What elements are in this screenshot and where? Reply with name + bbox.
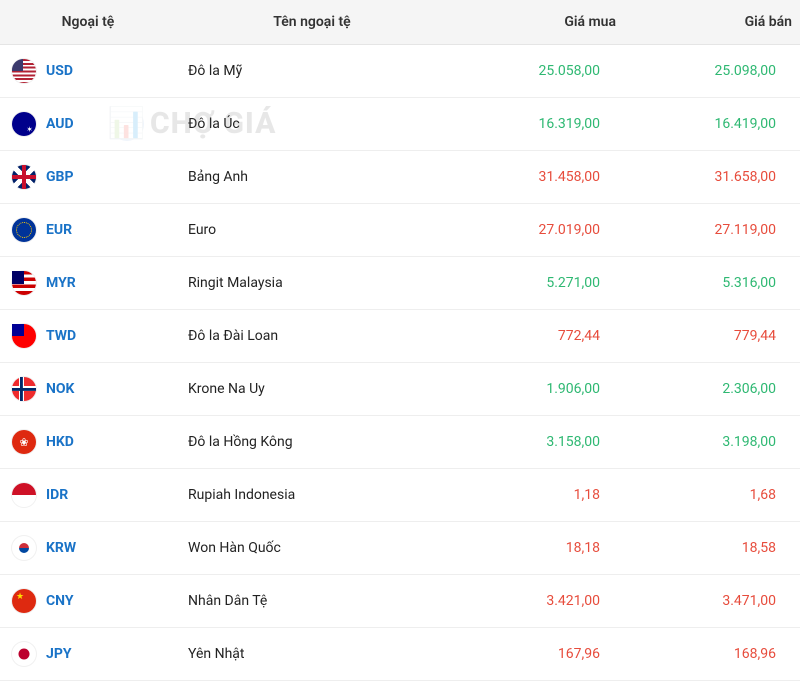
- sell-price: 16.419,00: [624, 98, 800, 151]
- table-row: IDR Rupiah Indonesia 1,18 1,68: [0, 469, 800, 522]
- table-row: TWD Đô la Đài Loan 772,44 779,44: [0, 310, 800, 363]
- sell-price: 168,96: [624, 628, 800, 681]
- currency-code[interactable]: KRW: [46, 540, 76, 556]
- currency-name: Nhân Dân Tệ: [188, 593, 267, 609]
- currency-name: Bảng Anh: [188, 169, 248, 185]
- header-sell-price: Giá bán: [624, 0, 800, 45]
- flag-icon: [12, 271, 36, 295]
- table-row: CNY Nhân Dân Tệ 3.421,00 3.471,00: [0, 575, 800, 628]
- header-currency-name: Tên ngoại tệ: [176, 0, 448, 45]
- currency-name: Ringit Malaysia: [188, 275, 283, 291]
- buy-price: 1.906,00: [448, 363, 624, 416]
- sell-price: 1,68: [624, 469, 800, 522]
- buy-price: 167,96: [448, 628, 624, 681]
- currency-cell[interactable]: JPY: [12, 642, 164, 666]
- flag-icon: [12, 112, 36, 136]
- currency-name: Đô la Mỹ: [188, 63, 242, 79]
- currency-code[interactable]: IDR: [46, 487, 68, 503]
- table-header-row: Ngoại tệ Tên ngoại tệ Giá mua Giá bán: [0, 0, 800, 45]
- sell-price: 2.306,00: [624, 363, 800, 416]
- buy-price: 3.421,00: [448, 575, 624, 628]
- table-row: MYR Ringit Malaysia 5.271,00 5.316,00: [0, 257, 800, 310]
- currency-code[interactable]: EUR: [46, 222, 72, 238]
- sell-price: 31.658,00: [624, 151, 800, 204]
- flag-icon: [12, 642, 36, 666]
- currency-cell[interactable]: AUD: [12, 112, 164, 136]
- currency-code[interactable]: JPY: [46, 646, 72, 662]
- currency-name: Yên Nhật: [188, 646, 245, 662]
- currency-name: Rupiah Indonesia: [188, 487, 295, 503]
- currency-name: Krone Na Uy: [188, 381, 265, 397]
- header-buy-price: Giá mua: [448, 0, 624, 45]
- currency-cell[interactable]: TWD: [12, 324, 164, 348]
- buy-price: 27.019,00: [448, 204, 624, 257]
- buy-price: 3.158,00: [448, 416, 624, 469]
- currency-code[interactable]: AUD: [46, 116, 74, 132]
- buy-price: 25.058,00: [448, 45, 624, 98]
- table-row: AUD Đô la Úc 16.319,00 16.419,00: [0, 98, 800, 151]
- buy-price: 1,18: [448, 469, 624, 522]
- table-row: HKD Đô la Hồng Kông 3.158,00 3.198,00: [0, 416, 800, 469]
- sell-price: 18,58: [624, 522, 800, 575]
- currency-code[interactable]: NOK: [46, 381, 74, 397]
- sell-price: 779,44: [624, 310, 800, 363]
- currency-cell[interactable]: KRW: [12, 536, 164, 560]
- currency-code[interactable]: USD: [46, 63, 73, 79]
- currency-name: Đô la Đài Loan: [188, 328, 278, 344]
- currency-cell[interactable]: EUR: [12, 218, 164, 242]
- buy-price: 772,44: [448, 310, 624, 363]
- buy-price: 18,18: [448, 522, 624, 575]
- table-row: GBP Bảng Anh 31.458,00 31.658,00: [0, 151, 800, 204]
- flag-icon: [12, 377, 36, 401]
- table-row: JPY Yên Nhật 167,96 168,96: [0, 628, 800, 681]
- flag-icon: [12, 59, 36, 83]
- currency-cell[interactable]: IDR: [12, 483, 164, 507]
- currency-name: Euro: [188, 222, 216, 238]
- exchange-rate-table: Ngoại tệ Tên ngoại tệ Giá mua Giá bán US…: [0, 0, 800, 681]
- flag-icon: [12, 218, 36, 242]
- currency-name: Won Hàn Quốc: [188, 540, 281, 556]
- sell-price: 27.119,00: [624, 204, 800, 257]
- currency-cell[interactable]: HKD: [12, 430, 164, 454]
- currency-name: Đô la Hồng Kông: [188, 434, 293, 450]
- flag-icon: [12, 536, 36, 560]
- currency-cell[interactable]: GBP: [12, 165, 164, 189]
- currency-cell[interactable]: MYR: [12, 271, 164, 295]
- flag-icon: [12, 165, 36, 189]
- table-row: USD Đô la Mỹ 25.058,00 25.098,00: [0, 45, 800, 98]
- flag-icon: [12, 430, 36, 454]
- currency-code[interactable]: MYR: [46, 275, 76, 291]
- currency-name: Đô la Úc: [188, 116, 240, 132]
- sell-price: 3.471,00: [624, 575, 800, 628]
- sell-price: 25.098,00: [624, 45, 800, 98]
- table-row: EUR Euro 27.019,00 27.119,00: [0, 204, 800, 257]
- flag-icon: [12, 483, 36, 507]
- table-row: NOK Krone Na Uy 1.906,00 2.306,00: [0, 363, 800, 416]
- currency-code[interactable]: HKD: [46, 434, 74, 450]
- buy-price: 31.458,00: [448, 151, 624, 204]
- currency-code[interactable]: CNY: [46, 593, 74, 609]
- sell-price: 3.198,00: [624, 416, 800, 469]
- currency-cell[interactable]: NOK: [12, 377, 164, 401]
- flag-icon: [12, 589, 36, 613]
- buy-price: 16.319,00: [448, 98, 624, 151]
- currency-code[interactable]: TWD: [46, 328, 76, 344]
- flag-icon: [12, 324, 36, 348]
- currency-cell[interactable]: USD: [12, 59, 164, 83]
- sell-price: 5.316,00: [624, 257, 800, 310]
- currency-cell[interactable]: CNY: [12, 589, 164, 613]
- table-row: KRW Won Hàn Quốc 18,18 18,58: [0, 522, 800, 575]
- buy-price: 5.271,00: [448, 257, 624, 310]
- header-currency-code: Ngoại tệ: [0, 0, 176, 45]
- currency-code[interactable]: GBP: [46, 169, 74, 185]
